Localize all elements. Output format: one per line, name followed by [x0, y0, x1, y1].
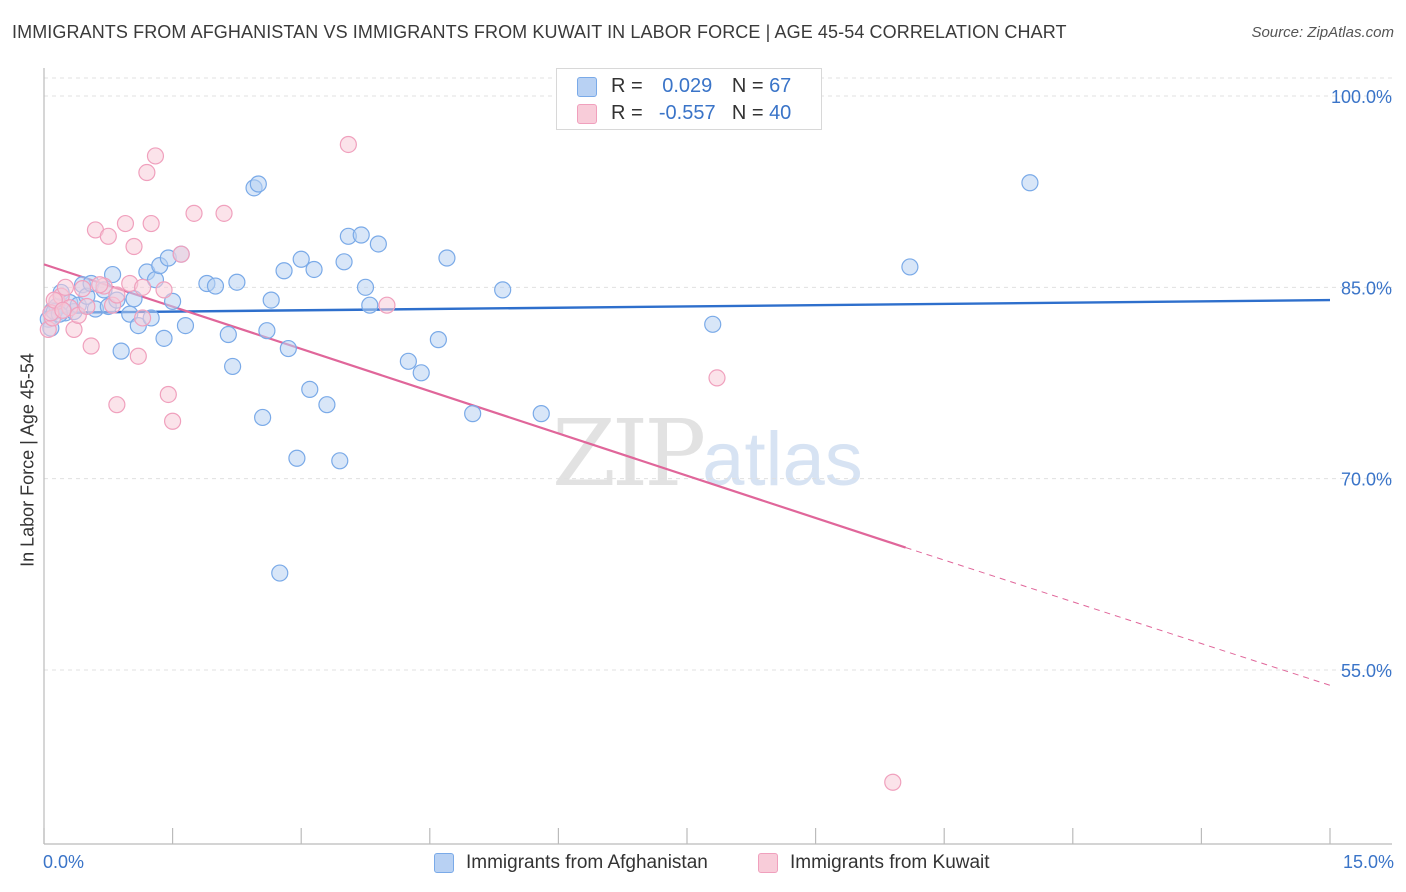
x-axis-max-label: 15.0% [1342, 852, 1394, 872]
series-label-kuwait: Immigrants from Kuwait [790, 852, 990, 873]
point-afghanistan [335, 253, 353, 271]
trend-line-afghanistan [43, 298, 1331, 315]
point-afghanistan [412, 364, 430, 382]
point-afghanistan [292, 250, 310, 268]
point-afghanistan [318, 396, 336, 414]
legend-n-label: N = [731, 75, 764, 97]
series-label-afghanistan: Immigrants from Afghanistan [466, 852, 708, 873]
y-tick-labels: 100.0% 85.0% 70.0% 55.0% [1331, 87, 1392, 681]
point-kuwait [108, 396, 126, 414]
point-kuwait [125, 237, 143, 256]
point-afghanistan [356, 278, 375, 296]
point-kuwait [91, 276, 109, 294]
point-kuwait [708, 369, 726, 387]
point-afghanistan [271, 564, 289, 582]
legend-n-label: N = [731, 102, 764, 124]
series-legend: Immigrants from Afghanistan Immigrants f… [0, 852, 1406, 878]
point-afghanistan [352, 226, 370, 244]
point-afghanistan [219, 325, 237, 344]
point-kuwait [146, 147, 165, 165]
point-afghanistan [369, 235, 387, 253]
point-afghanistan [532, 405, 550, 423]
point-kuwait [215, 204, 233, 222]
point-afghanistan [494, 281, 512, 299]
trend-lines [43, 263, 1331, 686]
legend-text-kuwait: R = -0.557 N = 40 [611, 102, 791, 125]
legend-n-value: 40 [769, 102, 792, 124]
point-kuwait [129, 347, 147, 365]
legend-r-value: -0.557 [658, 102, 716, 124]
legend-r-value: 0.029 [662, 75, 713, 97]
point-afghanistan [361, 296, 379, 314]
point-kuwait [82, 337, 100, 355]
axes [43, 68, 1392, 845]
point-kuwait [172, 245, 190, 263]
point-kuwait [378, 296, 396, 314]
data-points [39, 135, 1039, 791]
point-afghanistan [228, 273, 246, 291]
legend-text-afghanistan: R = 0.029 N = 67 [611, 75, 791, 98]
point-afghanistan [279, 339, 297, 358]
y-tick-label: 100.0% [1331, 87, 1392, 107]
point-afghanistan [176, 317, 195, 335]
point-afghanistan [206, 277, 225, 295]
point-kuwait [339, 135, 357, 154]
point-afghanistan [112, 342, 130, 360]
point-kuwait [164, 412, 182, 430]
point-kuwait [99, 227, 117, 245]
point-afghanistan [164, 292, 182, 310]
point-afghanistan [331, 452, 349, 470]
point-afghanistan [301, 380, 319, 398]
point-afghanistan [901, 258, 919, 276]
point-afghanistan [288, 449, 306, 467]
series-swatch-afghanistan [434, 853, 454, 873]
point-kuwait [56, 278, 75, 296]
point-kuwait [159, 385, 177, 404]
point-kuwait [73, 280, 92, 298]
legend-swatch-afghanistan [577, 77, 597, 97]
point-afghanistan [224, 357, 242, 376]
point-afghanistan [258, 322, 276, 340]
point-afghanistan [305, 260, 323, 279]
point-afghanistan [254, 408, 272, 427]
point-afghanistan [399, 352, 417, 370]
trend-line-kuwait-extension [905, 547, 1331, 686]
chart-source: Source: ZipAtlas.com [1251, 24, 1394, 41]
point-afghanistan [275, 262, 293, 280]
point-kuwait [116, 214, 135, 233]
point-kuwait [108, 286, 126, 304]
point-afghanistan [155, 329, 173, 347]
point-afghanistan [464, 405, 482, 423]
point-kuwait [884, 773, 902, 791]
point-afghanistan [1021, 174, 1039, 192]
chart-title: IMMIGRANTS FROM AFGHANISTAN VS IMMIGRANT… [12, 22, 1067, 42]
y-tick-label: 55.0% [1341, 661, 1392, 681]
point-kuwait [133, 278, 152, 296]
y-tick-label: 70.0% [1341, 470, 1392, 490]
point-kuwait [142, 214, 160, 233]
point-kuwait [78, 297, 96, 316]
point-afghanistan [262, 291, 280, 309]
legend-n-value: 67 [769, 75, 792, 97]
point-afghanistan [438, 249, 456, 267]
legend-swatch-kuwait [577, 104, 597, 124]
x-axis-min-label: 0.0% [43, 852, 85, 872]
point-afghanistan [249, 175, 267, 193]
point-kuwait [54, 301, 72, 319]
series-swatch-kuwait [758, 853, 778, 873]
point-kuwait [185, 204, 203, 222]
y-axis-label: In Labor Force | Age 45-54 [17, 353, 38, 567]
point-afghanistan [429, 331, 447, 349]
y-tick-label: 85.0% [1341, 278, 1392, 298]
point-kuwait [133, 309, 152, 327]
point-kuwait [138, 163, 156, 182]
correlation-legend: R = 0.029 N = 67 R = -0.557 N = 40 [556, 68, 822, 130]
legend-r-label: R = [611, 75, 643, 97]
legend-r-label: R = [611, 102, 643, 124]
point-afghanistan [704, 315, 722, 333]
point-kuwait [155, 281, 173, 299]
point-afghanistan [103, 265, 122, 284]
